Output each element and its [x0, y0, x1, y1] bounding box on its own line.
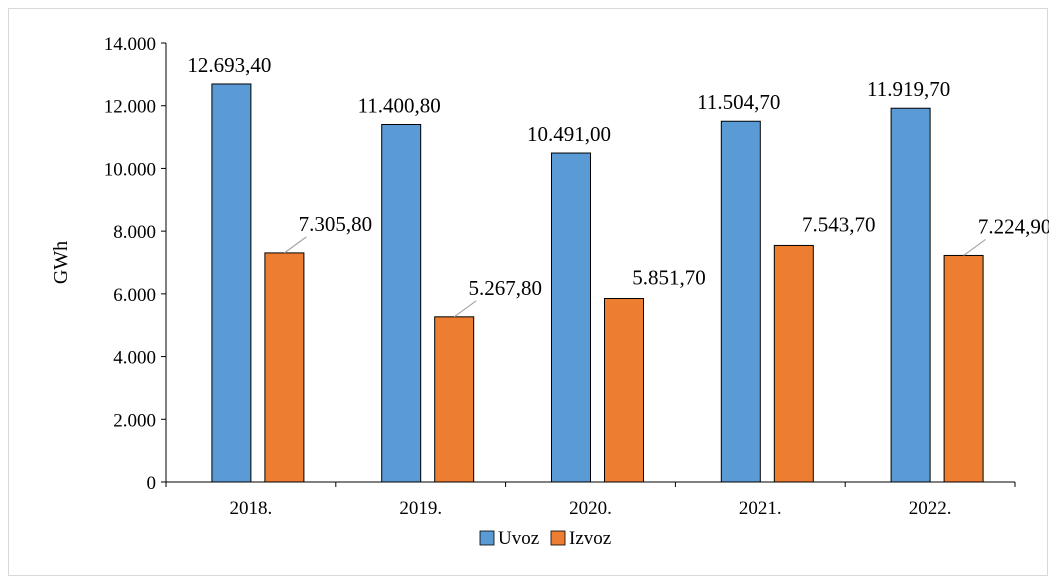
leader-line: [284, 236, 307, 254]
y-tick-label: 2.000: [113, 410, 156, 431]
bar-uvoz: [381, 124, 422, 483]
data-label-izvoz: 5.267,80: [468, 276, 542, 300]
y-tick-label: 6.000: [113, 285, 156, 306]
y-tick-label: 14.000: [104, 34, 156, 55]
y-tick-label: 4.000: [113, 348, 156, 369]
bar-uvoz: [211, 83, 252, 483]
x-tick-label: 2019.: [399, 498, 442, 519]
data-label-uvoz: 11.400,80: [358, 94, 441, 118]
legend-swatch-izvoz: [550, 530, 566, 546]
legend-label-izvoz: Izvoz: [569, 528, 611, 549]
y-tick-label: 12.000: [104, 97, 156, 118]
bar-izvoz: [434, 316, 475, 483]
bar-izvoz: [773, 244, 814, 483]
x-tick-label: 2020.: [569, 498, 612, 519]
x-tick-label: 2018.: [230, 498, 273, 519]
data-label-uvoz: 11.504,70: [697, 90, 780, 114]
data-label-izvoz: 5.851,70: [632, 266, 706, 290]
legend-label-uvoz: Uvoz: [498, 528, 539, 549]
data-label-izvoz: 7.305,80: [299, 212, 373, 236]
x-tick-label: 2022.: [909, 498, 952, 519]
bar-izvoz: [943, 254, 984, 483]
bar-chart: 0 2.000 4.000 6.000 8.000 10.000 12.000 14.000 G…: [50, 34, 1051, 549]
data-label-izvoz: 7.224,90: [978, 214, 1049, 238]
y-axis-title: GWh: [50, 241, 72, 284]
y-tick-label: 8.000: [113, 222, 156, 243]
y-tick-label: 10.000: [104, 159, 156, 180]
data-label-uvoz: 10.491,00: [527, 122, 611, 146]
bar-uvoz: [551, 152, 591, 483]
legend: Uvoz Izvoz: [479, 528, 611, 549]
bar-uvoz: [720, 120, 761, 483]
axes: 0 2.000 4.000 6.000 8.000 10.000 12.000 14.000 G…: [50, 34, 1016, 519]
data-label-izvoz: 7.543,70: [802, 212, 876, 236]
bars: [211, 83, 984, 483]
data-label-uvoz: 11.919,70: [867, 77, 950, 101]
data-label-uvoz: 12.693,40: [187, 53, 271, 77]
leader-line: [453, 300, 477, 318]
chart-frame: 0 2.000 4.000 6.000 8.000 10.000 12.000 14.000 G…: [8, 8, 1051, 576]
bar-uvoz: [890, 107, 931, 483]
bar-izvoz: [264, 252, 305, 483]
x-tick-label: 2021.: [739, 498, 782, 519]
legend-swatch-uvoz: [479, 530, 495, 546]
bar-izvoz: [604, 298, 644, 483]
data-labels: 12.693,40 11.400,80 10.491,00 11.504,70 11.9…: [187, 53, 1051, 318]
leader-line: [963, 238, 986, 256]
y-tick-label: 0: [147, 473, 157, 494]
